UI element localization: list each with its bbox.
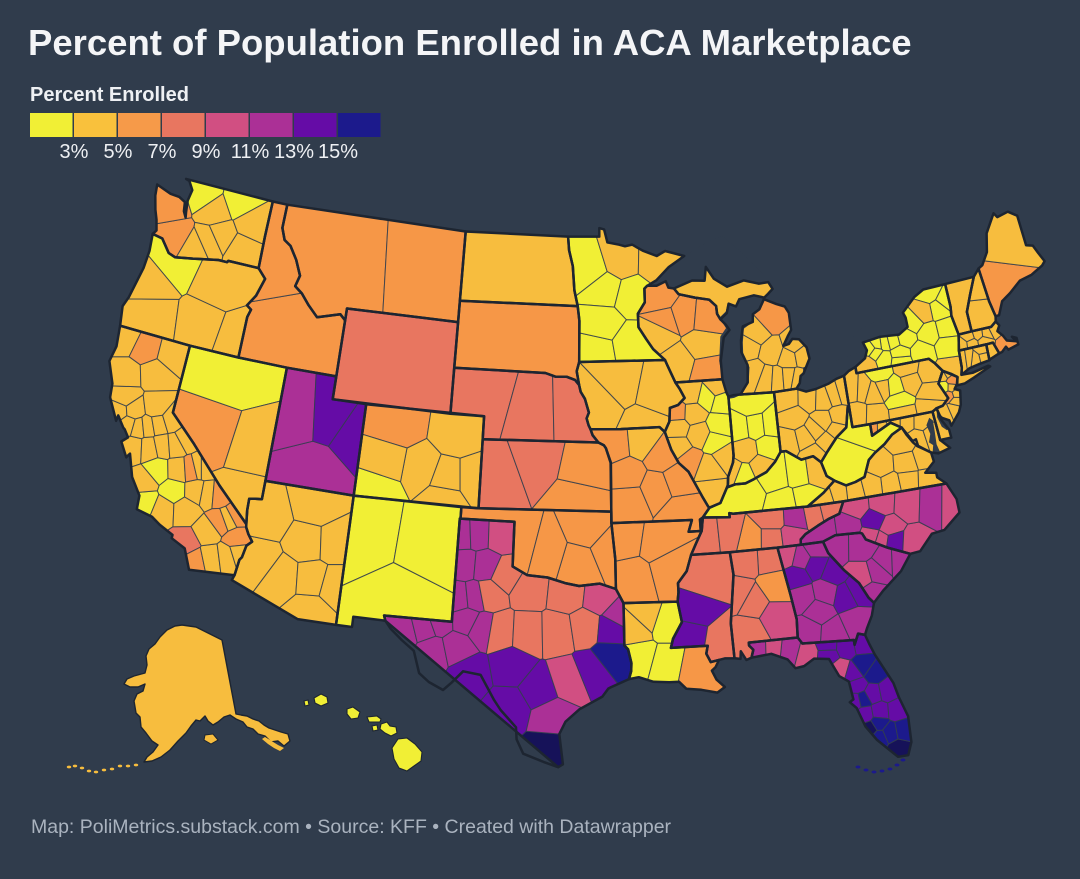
svg-text:3%: 3%: [60, 141, 89, 163]
svg-text:7%: 7%: [148, 141, 177, 163]
svg-text:Percent of Population Enrolled: Percent of Population Enrolled in ACA Ma…: [28, 22, 912, 63]
svg-text:15%: 15%: [318, 141, 358, 163]
svg-text:13%: 13%: [274, 141, 314, 163]
svg-text:Map: PoliMetrics.substack.com: Map: PoliMetrics.substack.com • Source: …: [31, 816, 672, 838]
svg-text:Percent Enrolled: Percent Enrolled: [30, 84, 189, 106]
svg-text:9%: 9%: [192, 141, 221, 163]
svg-text:11%: 11%: [231, 141, 270, 163]
svg-text:5%: 5%: [104, 141, 133, 163]
